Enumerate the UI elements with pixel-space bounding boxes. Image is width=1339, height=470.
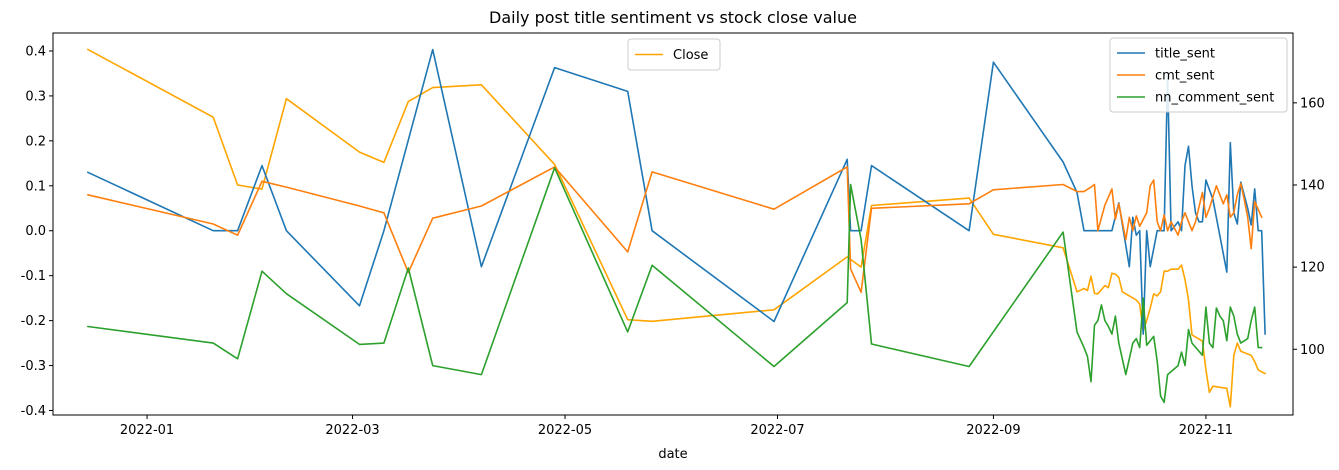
y2-tick-label: 140	[1300, 178, 1325, 193]
y2-tick-label: 120	[1300, 261, 1325, 276]
legend-label: Close	[673, 48, 708, 63]
x-tick-label: 2022-03	[325, 423, 379, 438]
y-tick-label: 0.0	[25, 224, 46, 239]
series-line-close	[87, 48, 1266, 408]
legend-close: Close	[627, 38, 721, 71]
chart-title: Daily post title sentiment vs stock clos…	[489, 8, 857, 27]
legend-label: cmt_sent	[1155, 69, 1215, 84]
series-line-cmt-sent	[87, 166, 1263, 294]
y-axis-right: 100 120 140 160	[1293, 96, 1325, 358]
x-tick-label: 2022-11	[1179, 423, 1233, 438]
y-tick-label: 0.4	[25, 44, 46, 59]
x-axis-label: date	[658, 447, 687, 462]
y-tick-label: -0.4	[21, 404, 46, 419]
x-tick-label: 2022-01	[120, 423, 174, 438]
x-axis: 2022-01 2022-03 2022-05 2022-07 2022-09 2022-…	[120, 415, 1233, 438]
plot-frame	[52, 32, 1294, 416]
series-layer	[87, 48, 1266, 408]
y-tick-label: 0.1	[25, 179, 46, 194]
y-tick-label: -0.3	[21, 359, 46, 374]
y-tick-label: -0.2	[21, 314, 46, 329]
y2-tick-label: 160	[1300, 96, 1325, 111]
legend-box	[1109, 37, 1288, 113]
series-line-nn-comment-sent	[87, 167, 1263, 404]
x-tick-label: 2022-07	[750, 423, 804, 438]
legend-label: nn_comment_sent	[1155, 91, 1274, 106]
y2-tick-label: 100	[1300, 343, 1325, 358]
x-tick-label: 2022-09	[966, 423, 1020, 438]
y-tick-label: 0.3	[25, 89, 46, 104]
x-tick-label: 2022-05	[538, 423, 592, 438]
y-tick-label: 0.2	[25, 134, 46, 149]
legend-box	[627, 38, 721, 71]
y-axis-left: -0.4 -0.3 -0.2 -0.1 0.0 0.1 0.2 0.3 0.4	[21, 44, 53, 419]
legend-label: title_sent	[1155, 47, 1215, 62]
y-tick-label: -0.1	[21, 269, 46, 284]
legend-sentiment: title_sent cmt_sent nn_comment_sent	[1109, 37, 1288, 113]
